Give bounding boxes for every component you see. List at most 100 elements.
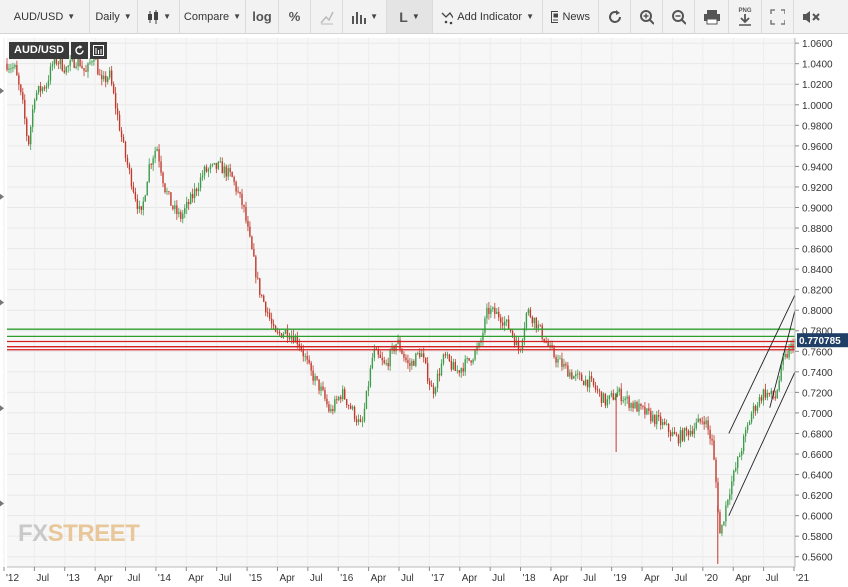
add-indicator-button[interactable]: Add Indicator ▼ (433, 0, 543, 33)
candle-body (219, 161, 221, 163)
left-markers (0, 87, 4, 507)
candle-body (28, 136, 30, 145)
candle-body (395, 344, 397, 352)
y-tick-label: 1.0000 (802, 101, 833, 112)
candle-body (225, 166, 227, 177)
candle-body (178, 212, 180, 214)
x-tick-label: Jul (492, 573, 505, 584)
interval-selector[interactable]: Daily ▼ (90, 0, 138, 33)
candle-body (505, 319, 508, 322)
candle-body (744, 430, 747, 437)
candle-body (474, 350, 476, 360)
candle-body (26, 118, 28, 137)
log-scale-button[interactable]: log (246, 0, 279, 33)
candle-body (547, 342, 549, 347)
zoom-out-button[interactable] (663, 0, 695, 33)
candle-body (39, 85, 42, 92)
candle-body (776, 390, 778, 399)
candle-body (667, 423, 670, 433)
x-tick-label: Apr (371, 573, 387, 584)
candle-body (288, 337, 291, 339)
indicator-icon (441, 11, 454, 24)
candle-body (428, 381, 431, 386)
candle-body (266, 312, 269, 314)
fullscreen-button[interactable] (762, 0, 794, 33)
candle-body (782, 356, 784, 365)
x-tick-label: Apr (644, 573, 660, 584)
price-chart[interactable]: 1.0600 1.0400 1.0200 1.0000 0.9800 0.9600 0.94… (0, 34, 848, 587)
candle-body (302, 350, 304, 357)
download-png-button[interactable]: PNG (729, 0, 762, 33)
candle-body (658, 415, 660, 417)
candle-body (195, 188, 198, 192)
candle-body (292, 335, 295, 343)
percent-scale-button[interactable]: % (279, 0, 311, 33)
candle-body (606, 399, 609, 406)
candle-body (75, 66, 77, 68)
grid-lines (3, 38, 795, 567)
candle-body (713, 440, 715, 460)
candle-body (523, 327, 526, 340)
candle-body (470, 360, 472, 363)
candle-body (184, 208, 186, 214)
y-tick-label: 0.8400 (802, 265, 833, 276)
candle-body (245, 206, 247, 221)
print-button[interactable] (695, 0, 729, 33)
candle-body (120, 130, 123, 138)
candle-body (725, 505, 727, 522)
candle-body (138, 206, 141, 209)
x-tick-label: '20 (705, 573, 718, 584)
candle-body (784, 353, 786, 357)
candle-body (432, 386, 435, 394)
left-marker-arrow (0, 193, 4, 200)
candle-body (241, 193, 243, 206)
candle-body (215, 162, 218, 169)
candle-body (357, 419, 360, 423)
candle-body (316, 376, 318, 380)
candle-body (701, 421, 703, 423)
line-type-button[interactable]: L ▼ (387, 0, 433, 33)
y-tick-label: 0.9400 (802, 162, 833, 173)
candle-body (51, 64, 54, 67)
zoom-in-button[interactable] (631, 0, 663, 33)
news-button[interactable]: News (543, 0, 599, 33)
candle-body (203, 166, 206, 176)
candle-body (559, 358, 561, 360)
candle-body (486, 307, 488, 319)
refresh-series-button[interactable] (71, 42, 89, 59)
symbol-selector[interactable]: AUD/USD ▼ (0, 0, 90, 33)
candle-body (73, 58, 75, 68)
y-tick-label: 0.7400 (802, 368, 833, 379)
candle-body (788, 347, 790, 358)
candle-body (239, 191, 241, 194)
refresh-button[interactable] (599, 0, 631, 33)
compare-button[interactable]: Compare ▼ (180, 0, 246, 33)
candle-body (456, 370, 458, 372)
candle-body (484, 318, 486, 333)
candle-body (235, 181, 237, 192)
time-axis: '12 Jul '13 Apr Jul '14 Apr Jul '15 Apr Jul '16 Apr J… (3, 566, 809, 584)
chart-type-button[interactable]: ▼ (138, 0, 180, 33)
chevron-down-icon: ▼ (370, 12, 378, 21)
candle-body (259, 278, 261, 296)
legend-symbol: AUD/USD (9, 42, 70, 59)
candle-body (286, 329, 289, 338)
candle-body (103, 75, 105, 80)
volume-button[interactable]: ▼ (343, 0, 387, 33)
candle-body (265, 301, 267, 313)
candle-body (774, 396, 776, 399)
mute-button[interactable] (794, 0, 828, 33)
chart-toolbar: AUD/USD ▼ Daily ▼ ▼ Compare ▼ log % ▼ L ▼ Ad… (0, 0, 848, 34)
candle-body (176, 205, 178, 214)
candle-body (300, 346, 302, 351)
candle-body (322, 386, 324, 390)
series-settings-button[interactable] (90, 42, 108, 59)
candle-body (31, 109, 34, 127)
candle-body (270, 318, 273, 324)
drawing-tool-button[interactable] (311, 0, 343, 33)
candle-body (581, 374, 583, 381)
candle-body (140, 206, 142, 210)
candle-body (705, 420, 707, 425)
y-tick-label: 0.9800 (802, 121, 833, 132)
candle-body (105, 75, 107, 82)
